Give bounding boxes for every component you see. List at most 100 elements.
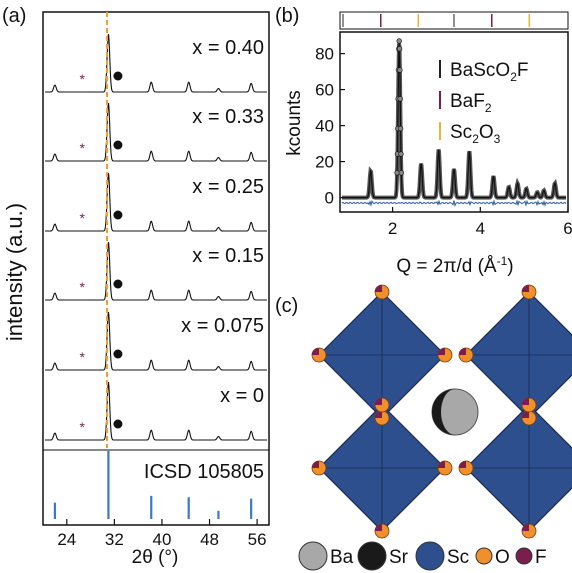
xrd-trace-5 [45,382,267,441]
panel-b: (b) 0 20 40 60 80 2 4 6 kcounts Q = 2π/d (Å-1)… [275,5,572,277]
panel-a-label: (a) [2,5,26,27]
observed-point [398,170,404,176]
fluoride-fraction [375,398,382,405]
panel-a-ylabel: intensity (a.u.) [2,203,27,341]
sample-label-0.33: x = 0.33 [192,106,264,128]
xrd-trace-3 [45,242,267,301]
legend-atom-Sr [357,541,387,571]
difference-curve [341,199,567,208]
b-ytick-label-40: 40 [315,117,334,136]
fluoride-fraction [522,285,529,292]
a-xtick-label-40: 40 [152,530,171,549]
legend-BaScO2F: BaScO2F [450,60,529,84]
panel-b-ylabel: kcounts [284,90,305,155]
observed-point [396,38,402,44]
fluoride-fraction [438,348,445,355]
xrd-trace-0 [45,34,267,93]
a-xtick-label-32: 32 [105,530,124,549]
panel-b-xticks: 2 4 6 [388,207,572,238]
impurity-star-3: * [80,279,86,295]
legend-atom-label-O: O [495,547,510,568]
reference-label: ICSD 105805 [144,461,264,483]
sample-label-0.075: x = 0.075 [181,315,264,337]
b-ytick-label-0: 0 [325,189,334,208]
impurity-star-2: * [80,210,86,226]
legend-atom-label-F: F [535,547,547,568]
a-xtick-label-24: 24 [57,530,76,549]
observed-point [398,151,404,157]
observed-point [397,125,404,132]
fluoride-fraction [459,348,466,355]
panel-a-frame [42,11,270,526]
calculated-profile [342,43,566,199]
panel-a: (a) intensity (a.u.) 2θ (°) 24 32 40 48 56 *… [2,5,270,568]
legend-atom-Ba [298,541,328,571]
legend-atom-label-Sc: Sc [447,547,469,568]
reference-bars [53,451,253,519]
xrd-trace-2 [45,173,267,232]
secondary-phase-dot-1 [113,140,123,150]
observed-point [396,46,403,52]
legend-atom-F [515,547,533,565]
observed-point [397,96,403,102]
impurity-star-5: * [80,419,86,435]
sample-label-0.25: x = 0.25 [192,176,264,198]
fluoride-fraction [375,524,382,531]
impurity-star-0: * [80,71,86,87]
sample-labels: x = 0.40 x = 0.33 x = 0.25 x = 0.15 x = … [181,37,264,407]
panel-b-label: (b) [275,5,299,27]
panel-b-yticks: 0 20 40 60 80 [315,45,345,208]
legend-atom-O [475,547,493,565]
observed-point [397,67,403,73]
secondary-phase-dot-4 [113,349,123,359]
legend-atom-Sc [415,541,445,571]
refinement-plot [341,38,567,208]
legend-atom-label-Ba: Ba [330,547,354,568]
panel-a-traces: * * * * * * [45,34,267,441]
sample-label-0.40: x = 0.40 [192,37,264,59]
b-xtick-label-6: 6 [563,219,572,238]
panel-a-xlabel: 2θ (°) [132,547,179,568]
panel-c-label: (c) [275,295,298,317]
fluoride-fraction [375,411,382,418]
xrd-trace-1 [45,103,267,162]
phase-tick-strip [339,11,569,30]
legend-BaF2: BaF2 [450,91,492,115]
secondary-phase-dot-5 [113,419,123,429]
panel-b-frame [339,31,569,213]
fluoride-fraction [522,524,529,531]
sample-label-0: x = 0 [220,385,264,407]
b-ytick-label-60: 60 [315,81,334,100]
legend-atom-label-Sr: Sr [389,547,409,568]
fluoride-fraction [522,398,529,405]
fluoride-fraction [438,461,445,468]
sample-label-0.15: x = 0.15 [192,245,264,267]
fluoride-fraction [459,461,466,468]
fluoride-fraction [375,285,382,292]
phase-tick-marks [342,14,530,27]
fluoride-fraction [312,461,319,468]
b-xtick-label-4: 4 [476,219,485,238]
b-xtick-label-2: 2 [388,219,397,238]
b-ytick-label-20: 20 [315,153,334,172]
fluoride-fraction [522,411,529,418]
atom-legend: Ba Sr Sc O F [298,541,547,571]
impurity-star-1: * [80,140,86,156]
impurity-star-4: * [80,349,86,365]
fluoride-fraction [312,348,319,355]
b-ytick-label-80: 80 [315,45,334,64]
a-xtick-label-56: 56 [248,530,267,549]
sr-fraction [432,389,455,435]
crystal-structure [311,284,572,539]
panel-a-xticks: 24 32 40 48 56 [57,519,267,549]
a-xtick-label-48: 48 [200,530,219,549]
xrd-trace-4 [45,312,267,371]
secondary-phase-dot-3 [113,279,123,289]
secondary-phase-dot-2 [113,210,123,220]
panel-b-xlabel: Q = 2π/d (Å-1) [396,254,513,277]
legend-Sc2O3: Sc2O3 [450,122,501,146]
phase-legend: BaScO2F BaF2 Sc2O3 [439,60,529,146]
panel-c: (c) Ba Sr Sc O F [275,284,572,571]
secondary-phase-dot-0 [113,71,123,81]
